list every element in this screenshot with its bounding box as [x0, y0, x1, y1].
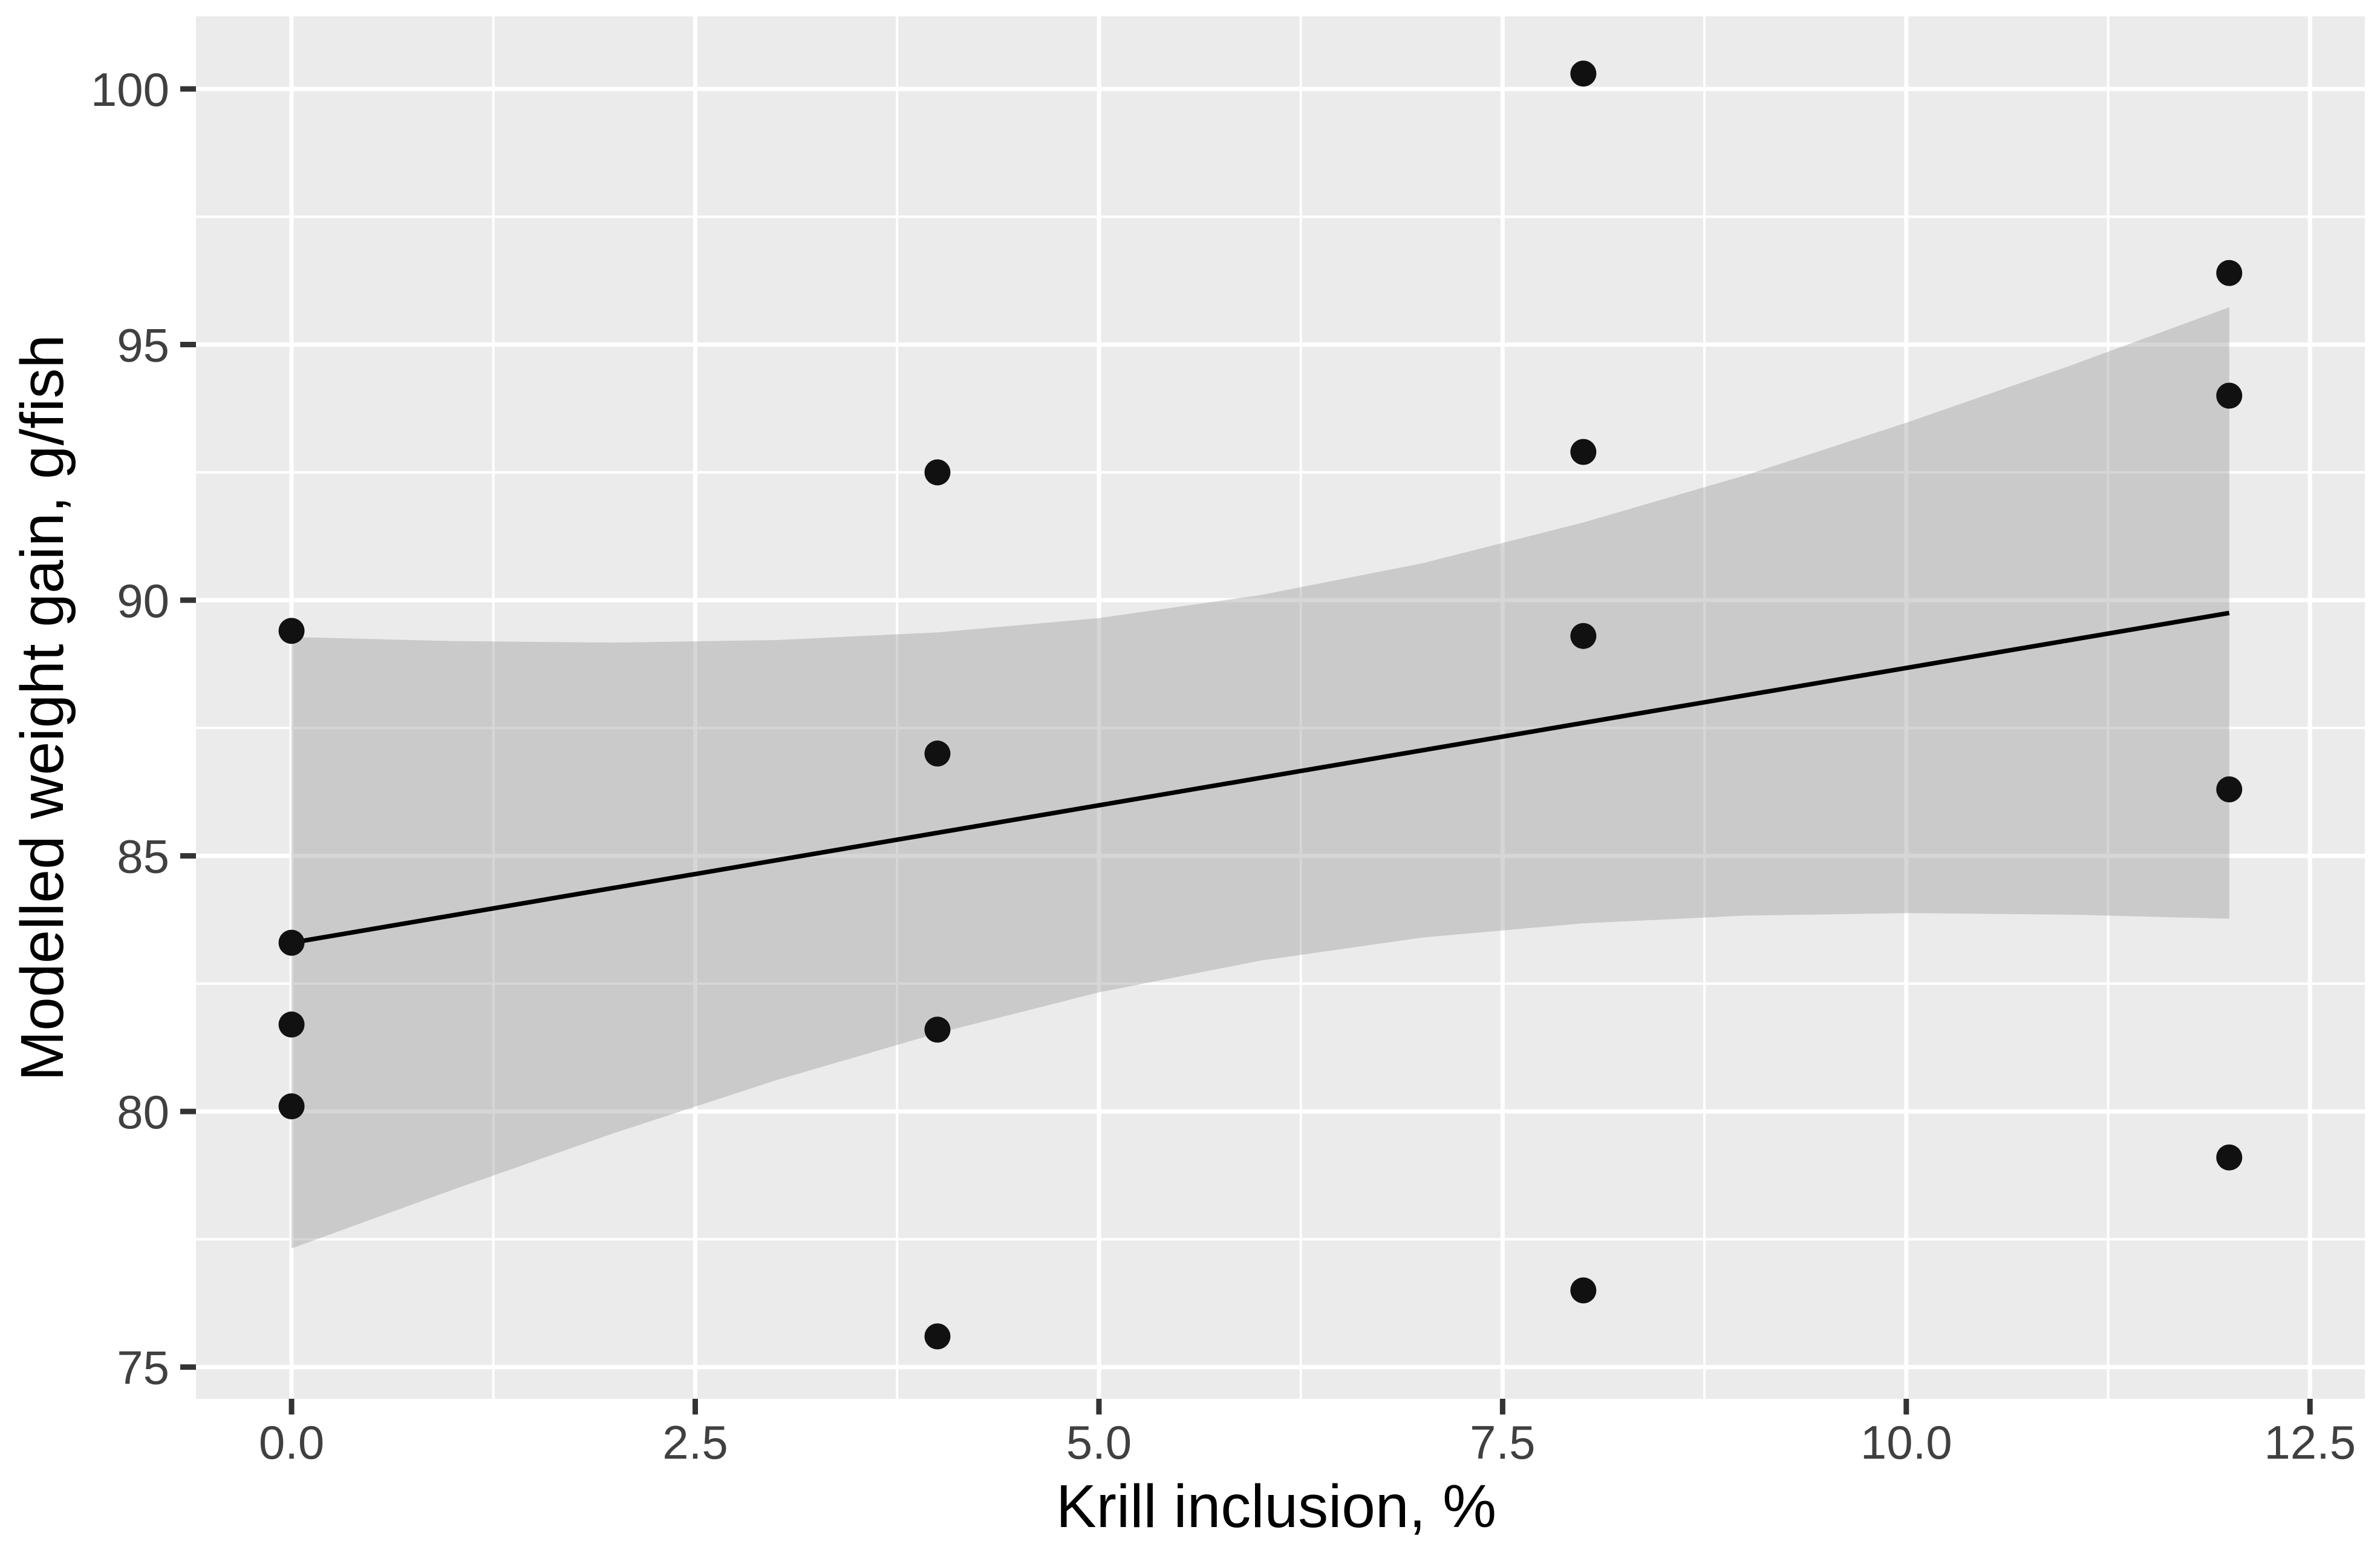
- y-tick-label: 85: [117, 830, 169, 883]
- x-tick-label: 12.5: [2264, 1416, 2356, 1469]
- data-point: [1570, 61, 1597, 87]
- data-point: [1570, 623, 1597, 649]
- line-layer: [291, 610, 2230, 945]
- data-point: [2216, 1144, 2243, 1171]
- data-point: [924, 1323, 951, 1350]
- y-tick-label: 90: [117, 574, 169, 627]
- x-tick-label: 10.0: [1860, 1416, 1952, 1469]
- data-point: [1570, 1277, 1597, 1304]
- x-tick-label: 7.5: [1470, 1416, 1535, 1469]
- x-tick-label: 5.0: [1066, 1416, 1132, 1469]
- x-tick-label: 2.5: [662, 1416, 728, 1469]
- data-point: [278, 1093, 305, 1120]
- y-tick-label: 80: [117, 1085, 169, 1139]
- y-tick-label: 100: [91, 63, 169, 116]
- data-point: [1570, 439, 1597, 465]
- regression-line: [291, 610, 2230, 945]
- data-point: [278, 1011, 305, 1038]
- panel-layer: [196, 16, 2365, 1399]
- data-point: [924, 1016, 951, 1043]
- grid-layer: [196, 16, 2365, 1399]
- axis-layer: 0.0 2.5 5.0 7.5 10.0 12.5 75 80 85 90 95 100: [91, 63, 2356, 1469]
- data-point: [2216, 776, 2243, 803]
- data-point: [924, 741, 951, 767]
- y-axis-title: Modelled weight gain, g/fish: [8, 335, 76, 1081]
- points-layer: [278, 61, 2243, 1350]
- data-point: [2216, 260, 2243, 286]
- data-point: [278, 929, 305, 956]
- x-tick-label: 0.0: [259, 1416, 324, 1469]
- y-tick-label: 95: [117, 319, 169, 372]
- data-point: [2216, 382, 2243, 409]
- y-tick-label: 75: [117, 1341, 169, 1395]
- x-axis-title: Krill inclusion, %: [1056, 1473, 1496, 1540]
- plot-panel: [196, 16, 2365, 1399]
- data-point: [924, 459, 951, 486]
- data-point: [278, 618, 305, 644]
